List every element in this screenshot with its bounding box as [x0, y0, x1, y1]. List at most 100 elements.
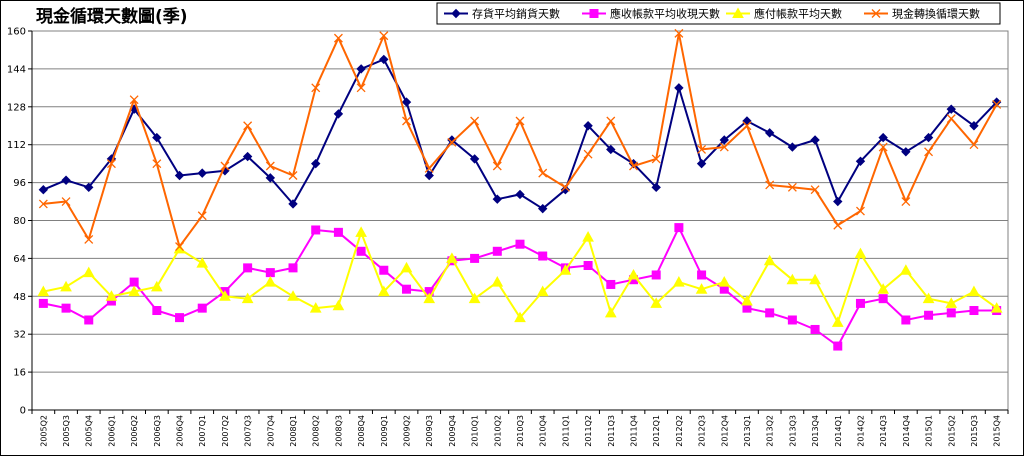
data-point	[922, 292, 935, 304]
data-point	[696, 158, 707, 169]
data-point	[265, 161, 275, 171]
axes	[28, 30, 1009, 414]
data-point	[765, 308, 775, 318]
x-tick-label: 2014Q3	[879, 415, 888, 447]
data-point	[379, 31, 389, 41]
data-point	[220, 161, 230, 171]
data-point	[197, 168, 207, 178]
data-point	[878, 294, 888, 304]
x-tick-label: 2010Q4	[539, 415, 548, 447]
x-tick-label: 2009Q3	[425, 415, 434, 447]
series	[37, 28, 1003, 351]
data-point	[764, 128, 775, 138]
x-tick-label: 2009Q2	[403, 415, 412, 447]
x-tick-label: 2013Q2	[766, 415, 775, 447]
x-tick-label: 2011Q2	[584, 415, 593, 447]
data-point	[424, 170, 434, 181]
x-tick-label: 2006Q4	[176, 415, 185, 447]
data-point	[175, 242, 184, 252]
x-tick-label: 2012Q2	[675, 415, 684, 447]
data-point	[582, 231, 594, 242]
y-tick-label: 112	[7, 140, 26, 151]
data-point	[38, 298, 48, 308]
data-point	[674, 223, 684, 233]
data-point	[651, 154, 661, 164]
data-point	[197, 303, 207, 313]
x-tick-label: 2014Q4	[902, 415, 911, 447]
data-point	[901, 315, 911, 325]
data-point	[651, 182, 661, 193]
data-point	[629, 161, 638, 171]
legend-item-3: 應付帳款平均天數	[726, 7, 842, 21]
legend-swatch-marker	[451, 8, 461, 19]
legend-label: 應付帳款平均天數	[754, 7, 842, 21]
x-tick-label: 2009Q1	[380, 415, 389, 447]
data-point	[833, 341, 843, 351]
x-tick-label: 2012Q1	[652, 415, 661, 447]
data-point	[969, 121, 979, 131]
y-tick-label: 32	[13, 330, 26, 341]
data-point	[492, 194, 503, 204]
data-point	[401, 97, 412, 107]
legend-swatch-marker	[871, 9, 881, 18]
data-point	[60, 280, 72, 292]
data-point	[264, 276, 277, 287]
data-point	[332, 299, 345, 311]
data-point	[583, 121, 593, 131]
x-tick-label: 2010Q3	[516, 415, 525, 447]
data-point	[765, 180, 775, 190]
x-axis-ticks: 2005Q2 2005Q3 2005Q4 2006Q1 2006Q2 2006Q3 2006…	[39, 415, 1001, 447]
y-tick-label: 128	[7, 102, 26, 113]
y-tick-label: 80	[13, 216, 26, 227]
legend-items: 存貨平均銷貨天數 應收帳款平均收現天數 應付帳款平均天數 現金轉換循環天數	[444, 7, 980, 21]
y-tick-label: 144	[7, 64, 26, 75]
data-point	[854, 247, 867, 259]
y-tick-label: 96	[13, 178, 26, 189]
x-tick-label: 2005Q4	[85, 415, 94, 447]
data-point	[356, 246, 366, 256]
data-point	[945, 297, 958, 308]
data-point	[924, 147, 934, 157]
data-point	[492, 246, 502, 256]
x-tick-label: 2013Q4	[811, 415, 820, 447]
x-tick-label: 2015Q3	[970, 415, 979, 447]
data-point	[61, 197, 71, 207]
x-tick-label: 2010Q2	[493, 415, 502, 447]
x-tick-label: 2010Q1	[471, 415, 480, 447]
data-point	[969, 306, 979, 316]
y-tick-label: 160	[7, 27, 26, 38]
grid-lines	[31, 30, 1009, 411]
data-point	[606, 144, 616, 155]
data-point	[469, 154, 480, 164]
data-point	[174, 170, 185, 181]
data-point	[311, 83, 321, 93]
x-tick-label: 2015Q1	[925, 415, 934, 447]
data-point	[152, 159, 162, 169]
data-point	[901, 197, 911, 207]
data-point	[84, 182, 94, 193]
data-point	[627, 268, 640, 280]
data-point	[356, 64, 366, 74]
data-point	[447, 137, 457, 147]
data-point	[128, 285, 140, 297]
data-point	[265, 173, 276, 183]
data-point	[150, 280, 163, 292]
data-point	[878, 132, 888, 143]
data-point	[786, 273, 799, 285]
data-point	[37, 285, 50, 297]
data-point	[515, 189, 525, 200]
data-point	[924, 310, 934, 320]
x-tick-label: 2007Q1	[198, 415, 207, 447]
data-point	[84, 315, 94, 325]
legend-item-4: 現金轉換循環天數	[864, 7, 980, 21]
x-tick-label: 2006Q1	[107, 415, 116, 447]
data-point	[129, 95, 139, 105]
data-point	[423, 292, 436, 304]
x-tick-label: 2006Q2	[130, 415, 139, 447]
data-point	[402, 116, 411, 126]
data-point	[470, 253, 480, 263]
data-point	[673, 276, 685, 287]
legend-swatch-marker	[589, 9, 599, 18]
data-point	[492, 161, 502, 171]
data-point	[311, 225, 321, 235]
